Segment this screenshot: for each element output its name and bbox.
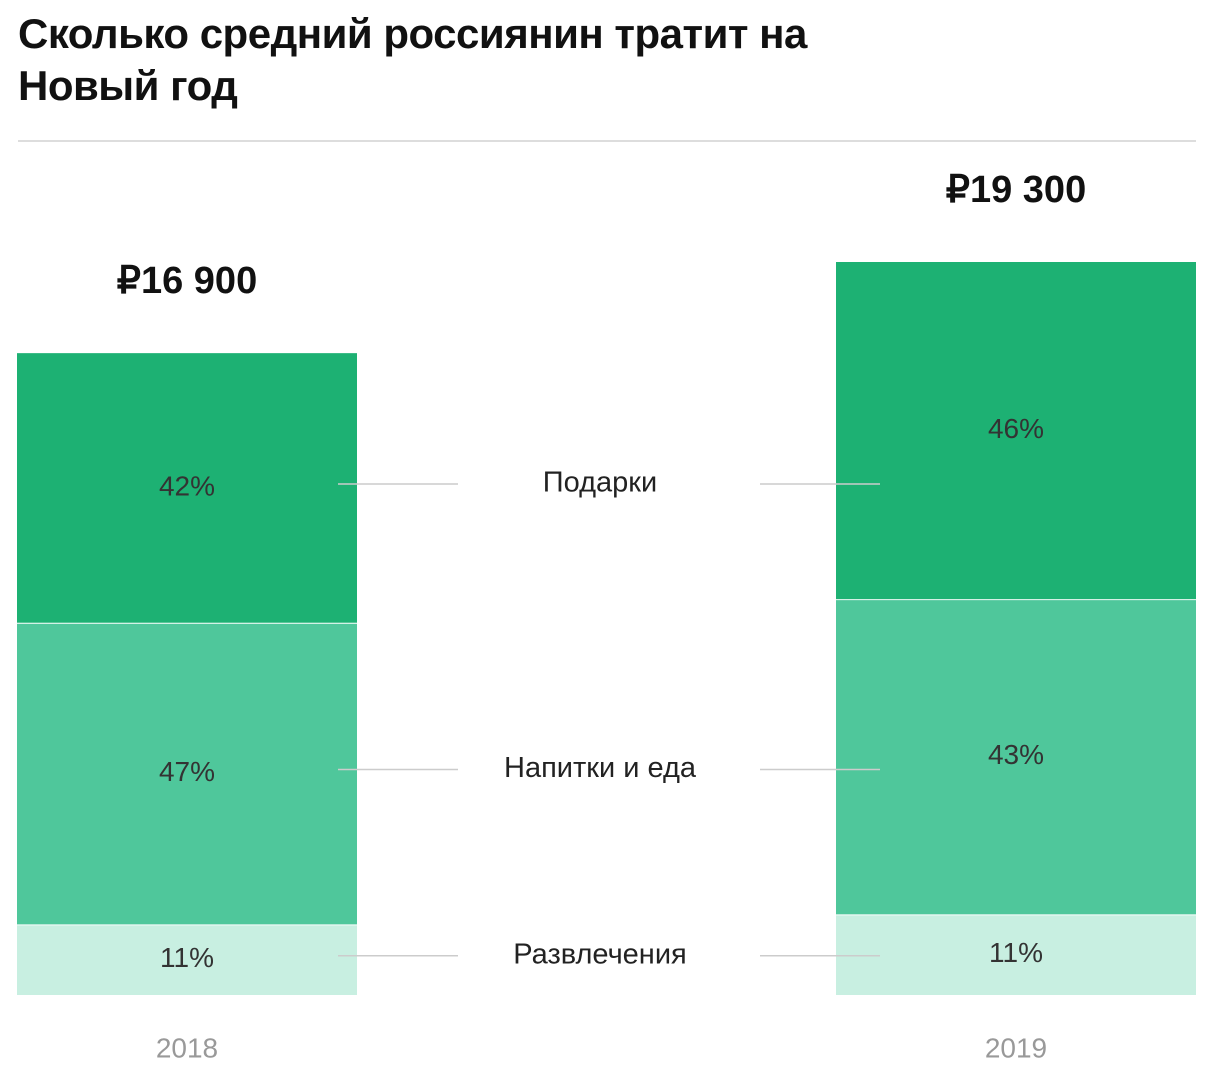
legend-label: Напитки и еда [504,752,697,784]
x-tick-label: 2019 [985,1032,1047,1063]
bar-segment [836,599,1196,915]
segment-label: 42% [159,470,215,501]
legend-label: Подарки [543,467,657,499]
legend-label: Развлечения [513,938,686,970]
segment-label: 11% [989,937,1043,968]
bar-segment [17,622,357,925]
total-label: ₽19 300 [946,169,1086,211]
bar-segment [17,924,357,995]
segment-label: 47% [159,756,215,787]
chart-title: Сколько средний россиянин тратит на Новы… [18,10,807,109]
total-label: ₽16 900 [117,260,257,302]
segment-label: 46% [988,413,1044,444]
bar-segment [17,353,357,623]
bar-segment [836,914,1196,995]
x-tick-label: 2018 [156,1032,218,1063]
bar-segment [836,262,1196,600]
segment-label: 11% [160,942,214,973]
segment-label: 43% [988,739,1044,770]
